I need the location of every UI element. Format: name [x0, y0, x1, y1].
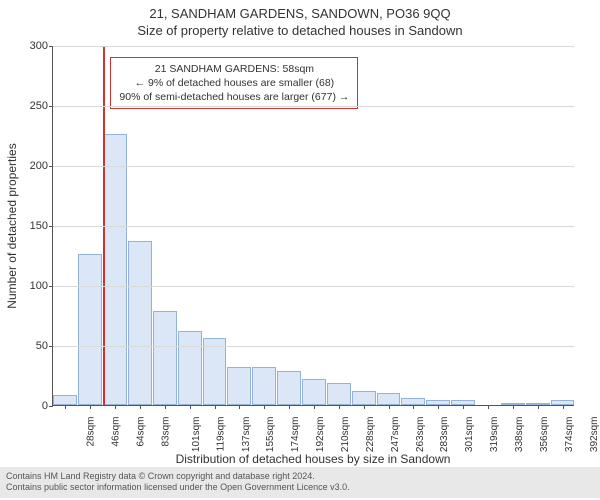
- y-tick: [49, 226, 53, 227]
- bar: [103, 134, 127, 405]
- y-tick: [49, 346, 53, 347]
- x-tick: [239, 405, 240, 409]
- bar: [377, 393, 401, 405]
- bar: [203, 338, 227, 405]
- grid-line: [53, 106, 574, 107]
- annotation-line: 21 SANDHAM GARDENS: 58sqm: [119, 62, 349, 76]
- x-tick: [339, 405, 340, 409]
- footer-line-1: Contains HM Land Registry data © Crown c…: [6, 471, 594, 483]
- x-tick: [389, 405, 390, 409]
- y-tick: [49, 286, 53, 287]
- x-tick: [190, 405, 191, 409]
- bar: [78, 254, 102, 405]
- bar: [302, 379, 326, 405]
- bar: [327, 383, 351, 405]
- y-tick: [49, 106, 53, 107]
- x-tick-label: 374sqm: [564, 417, 575, 453]
- bar: [277, 371, 301, 405]
- bar: [352, 391, 376, 405]
- x-tick-label: 155sqm: [266, 417, 277, 453]
- x-tick-label: 101sqm: [191, 417, 202, 453]
- y-tick: [49, 406, 53, 407]
- y-tick-label: 50: [36, 340, 48, 352]
- x-tick: [65, 405, 66, 409]
- grid-line: [53, 286, 574, 287]
- bar: [53, 395, 77, 405]
- annotation-line: 90% of semi-detached houses are larger (…: [119, 90, 349, 104]
- footer: Contains HM Land Registry data © Crown c…: [0, 467, 600, 498]
- x-tick-label: 338sqm: [514, 417, 525, 453]
- y-tick: [49, 46, 53, 47]
- x-tick-label: 174sqm: [290, 417, 301, 453]
- y-tick-label: 0: [42, 400, 48, 412]
- x-axis-label: Distribution of detached houses by size …: [176, 452, 451, 466]
- chart-title-sub: Size of property relative to detached ho…: [0, 21, 600, 38]
- x-tick: [90, 405, 91, 409]
- x-tick: [115, 405, 116, 409]
- x-tick: [488, 405, 489, 409]
- x-tick-label: 137sqm: [241, 417, 252, 453]
- x-tick-label: 301sqm: [464, 417, 475, 453]
- y-axis: 050100150200250300: [22, 46, 52, 406]
- x-tick-label: 247sqm: [390, 417, 401, 453]
- x-tick-label: 64sqm: [136, 417, 147, 447]
- x-tick-label: 46sqm: [111, 417, 122, 447]
- x-tick: [513, 405, 514, 409]
- x-tick: [413, 405, 414, 409]
- y-tick-label: 150: [30, 220, 48, 232]
- x-tick-label: 192sqm: [315, 417, 326, 453]
- annotation-box: 21 SANDHAM GARDENS: 58sqm← 9% of detache…: [110, 57, 358, 110]
- chart-title-main: 21, SANDHAM GARDENS, SANDOWN, PO36 9QQ: [0, 0, 600, 21]
- x-tick: [538, 405, 539, 409]
- x-tick: [215, 405, 216, 409]
- plot-area: Number of detached properties 0501001502…: [52, 46, 574, 406]
- x-tick: [563, 405, 564, 409]
- x-tick: [289, 405, 290, 409]
- grid-line: [53, 166, 574, 167]
- grid-line: [53, 346, 574, 347]
- x-tick: [165, 405, 166, 409]
- x-tick-label: 119sqm: [215, 417, 226, 452]
- y-tick-label: 200: [30, 160, 48, 172]
- bar: [128, 241, 152, 405]
- x-tick: [463, 405, 464, 409]
- x-tick-label: 392sqm: [589, 417, 600, 453]
- plot-background: 21 SANDHAM GARDENS: 58sqm← 9% of detache…: [52, 46, 574, 406]
- x-tick-label: 210sqm: [340, 417, 351, 453]
- x-tick-label: 228sqm: [365, 417, 376, 453]
- y-tick-label: 100: [30, 280, 48, 292]
- y-tick-label: 300: [30, 40, 48, 52]
- x-tick: [140, 405, 141, 409]
- x-tick-label: 319sqm: [489, 417, 500, 453]
- y-axis-label: Number of detached properties: [5, 143, 19, 308]
- x-tick-label: 83sqm: [161, 417, 172, 447]
- x-tick: [264, 405, 265, 409]
- x-tick-label: 263sqm: [415, 417, 426, 453]
- x-tick-label: 283sqm: [440, 417, 451, 453]
- bar: [401, 398, 425, 405]
- annotation-line: ← 9% of detached houses are smaller (68): [119, 76, 349, 90]
- bar: [178, 331, 202, 405]
- footer-line-2: Contains public sector information licen…: [6, 482, 594, 494]
- bar: [227, 367, 251, 405]
- x-tick: [314, 405, 315, 409]
- grid-line: [53, 46, 574, 47]
- x-tick: [364, 405, 365, 409]
- grid-line: [53, 226, 574, 227]
- x-tick: [438, 405, 439, 409]
- y-tick-label: 250: [30, 100, 48, 112]
- bar: [252, 367, 276, 405]
- x-tick-label: 28sqm: [86, 417, 97, 447]
- y-tick: [49, 166, 53, 167]
- bar: [153, 311, 177, 405]
- x-tick-label: 356sqm: [539, 417, 550, 453]
